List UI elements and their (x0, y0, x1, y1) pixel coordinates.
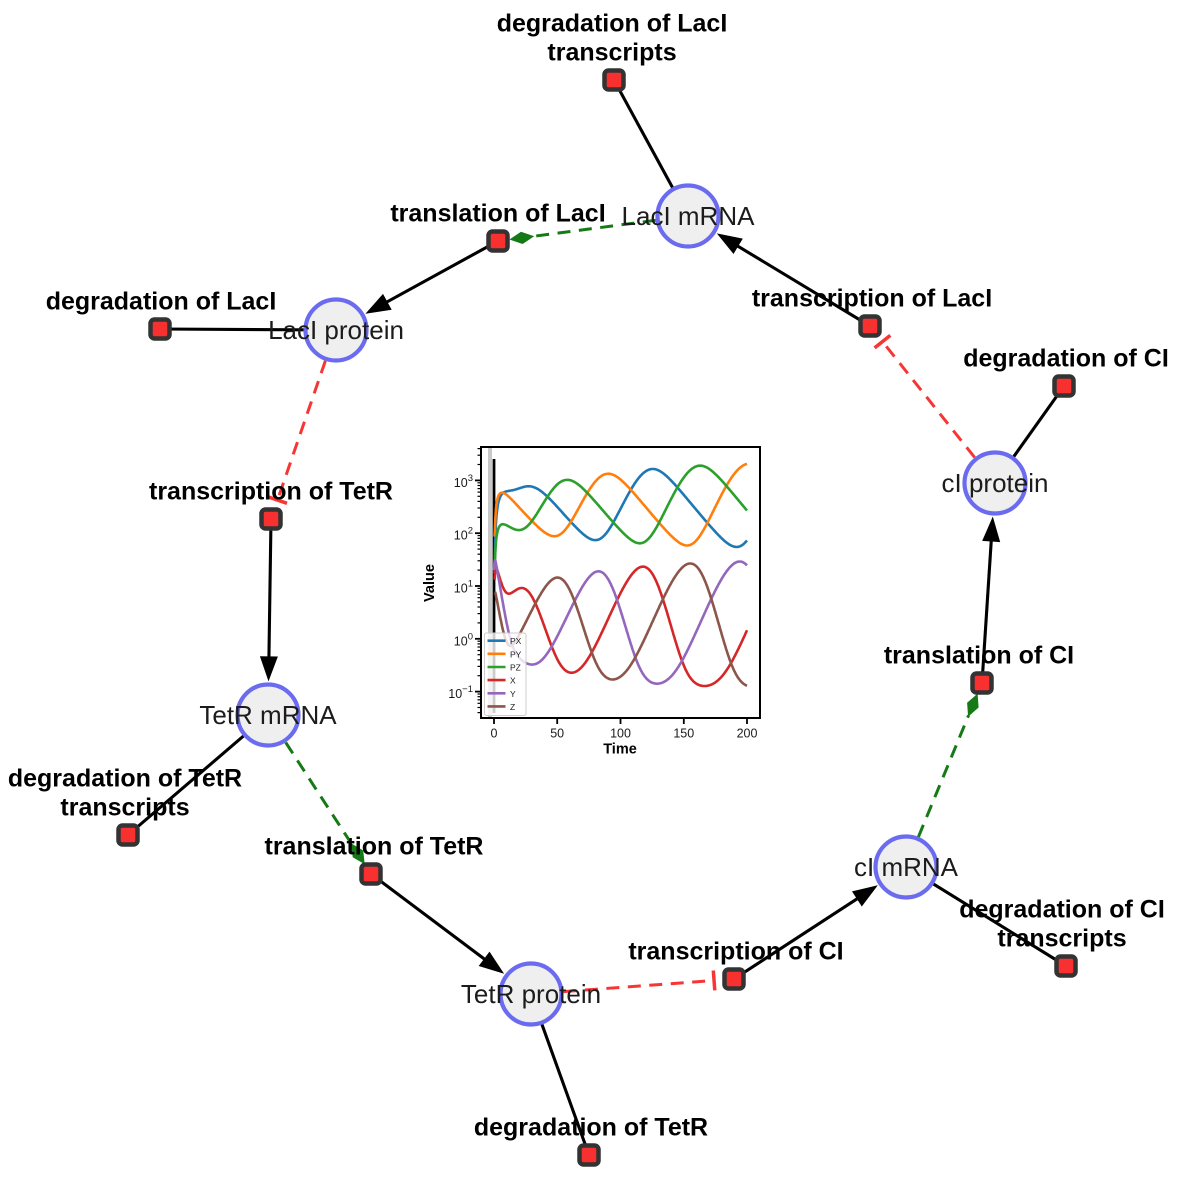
svg-text:transcripts: transcripts (997, 925, 1126, 953)
svg-text:translation of LacI: translation of LacI (390, 200, 605, 228)
svg-text:transcripts: transcripts (547, 39, 676, 67)
svg-text:TetR protein: TetR protein (461, 979, 601, 1009)
svg-text:X: X (510, 676, 516, 686)
svg-text:PX: PX (510, 636, 522, 646)
svg-text:degradation of CI: degradation of CI (959, 896, 1165, 924)
svg-text:degradation of LacI: degradation of LacI (46, 288, 277, 316)
svg-text:PY: PY (510, 649, 522, 659)
svg-text:150: 150 (673, 727, 694, 741)
svg-text:cI protein: cI protein (942, 468, 1049, 498)
svg-text:Time: Time (603, 742, 637, 758)
svg-text:transcription of TetR: transcription of TetR (149, 478, 393, 506)
svg-text:transcripts: transcripts (60, 794, 189, 822)
svg-text:transcription of LacI: transcription of LacI (752, 285, 992, 313)
svg-text:Y: Y (510, 689, 516, 699)
svg-text:LacI protein: LacI protein (268, 315, 404, 345)
svg-text:50: 50 (550, 727, 564, 741)
svg-text:Value: Value (422, 564, 438, 602)
svg-text:PZ: PZ (510, 663, 521, 673)
svg-text:degradation of CI: degradation of CI (963, 345, 1169, 373)
svg-text:degradation of LacI: degradation of LacI (497, 10, 728, 38)
svg-text:translation of TetR: translation of TetR (265, 833, 484, 861)
svg-text:Z: Z (510, 702, 515, 712)
svg-text:TetR mRNA: TetR mRNA (199, 700, 337, 730)
svg-text:cI mRNA: cI mRNA (854, 852, 959, 882)
svg-text:degradation of TetR: degradation of TetR (8, 765, 242, 793)
svg-text:200: 200 (737, 727, 758, 741)
svg-text:transcription of CI: transcription of CI (628, 938, 843, 966)
svg-text:degradation of TetR: degradation of TetR (474, 1114, 708, 1142)
svg-text:100: 100 (610, 727, 631, 741)
svg-text:LacI mRNA: LacI mRNA (622, 201, 756, 231)
svg-text:0: 0 (491, 727, 498, 741)
svg-text:translation of CI: translation of CI (884, 642, 1074, 670)
